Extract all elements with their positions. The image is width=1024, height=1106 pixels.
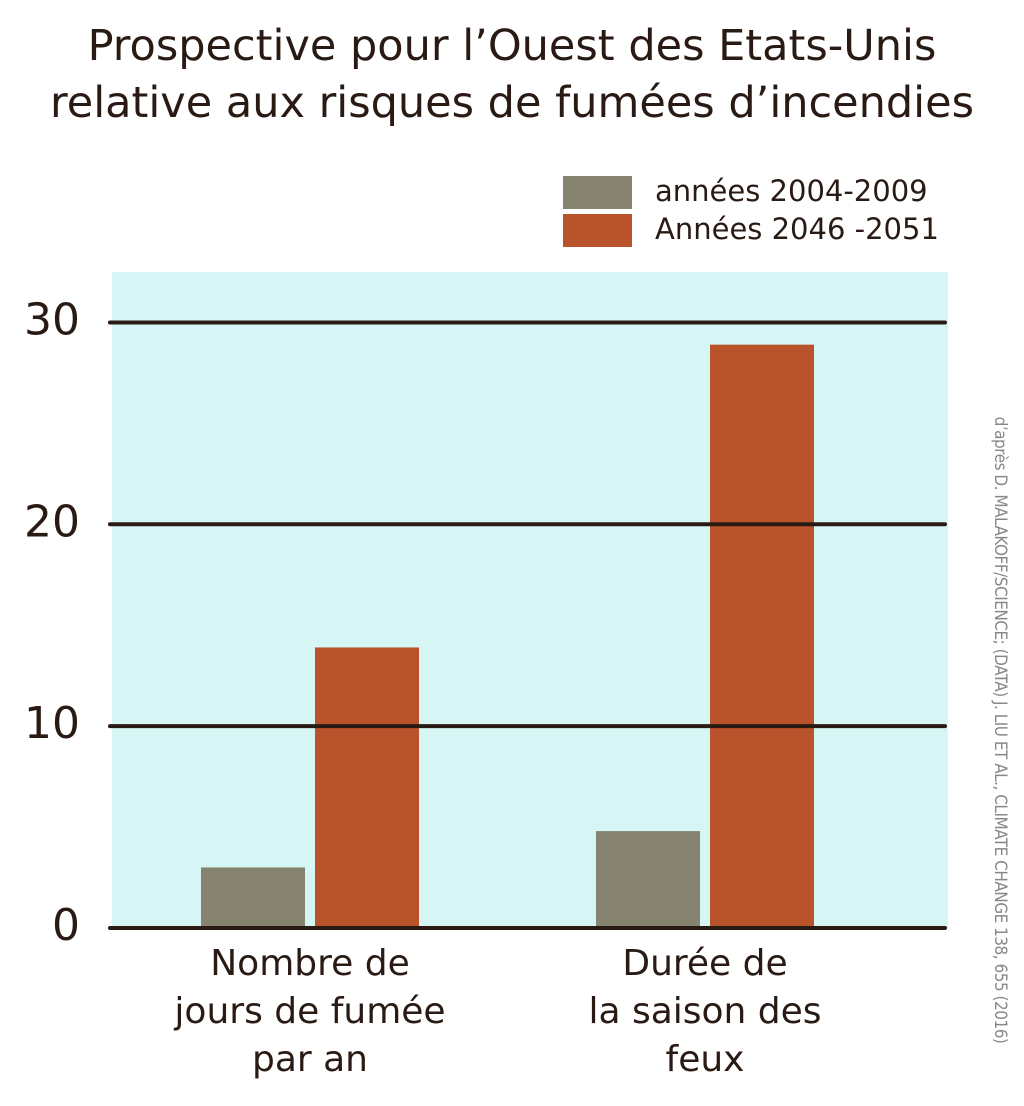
bar [596, 831, 700, 928]
legend-swatch [563, 176, 632, 209]
bar [710, 344, 814, 928]
bar [201, 867, 305, 928]
x-tick-label: Durée de la saison des feux [588, 943, 822, 1080]
source-note: d’après D. MALAKOFF/SCIENCE; (DATA) J. L… [990, 416, 1010, 1044]
bar [315, 647, 419, 928]
y-tick-label: 20 [24, 496, 80, 547]
chart-title: Prospective pour l’Ouest des Etats-Unis … [50, 21, 974, 128]
y-tick-label: 10 [24, 698, 80, 749]
x-tick-label: Nombre de jours de fumée par an [174, 943, 446, 1080]
y-tick-label: 0 [52, 900, 80, 951]
legend-label: années 2004-2009 [655, 174, 928, 208]
legend-swatch [563, 214, 632, 247]
legend-label: Années 2046 -2051 [655, 212, 939, 246]
y-tick-label: 30 [24, 294, 80, 345]
plot-background [112, 272, 948, 928]
